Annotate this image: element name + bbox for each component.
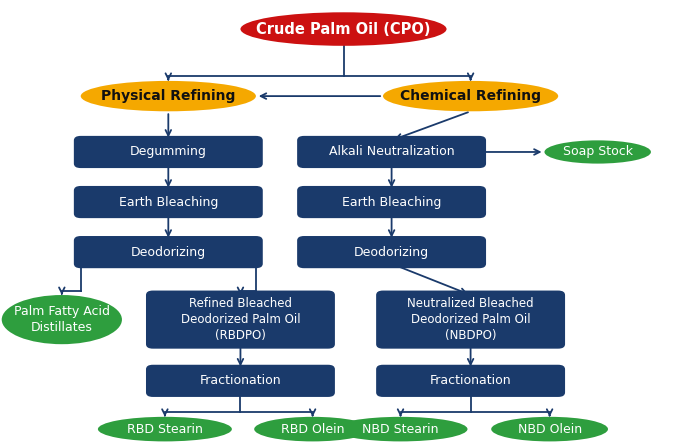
Text: NBD Olein: NBD Olein	[517, 422, 582, 436]
Ellipse shape	[383, 81, 558, 111]
FancyBboxPatch shape	[376, 291, 565, 349]
Text: Physical Refining: Physical Refining	[101, 89, 236, 103]
Text: Deodorizing: Deodorizing	[354, 245, 429, 259]
Text: Neutralized Bleached
Deodorized Palm Oil
(NBDPO): Neutralized Bleached Deodorized Palm Oil…	[407, 297, 534, 342]
Text: Fractionation: Fractionation	[430, 374, 511, 388]
Text: Deodorizing: Deodorizing	[131, 245, 206, 259]
Text: NBD Stearin: NBD Stearin	[362, 422, 439, 436]
Ellipse shape	[254, 417, 371, 442]
FancyBboxPatch shape	[297, 136, 486, 168]
Ellipse shape	[2, 295, 122, 344]
Ellipse shape	[81, 81, 256, 111]
Ellipse shape	[240, 12, 447, 46]
Text: Crude Palm Oil (CPO): Crude Palm Oil (CPO)	[256, 21, 431, 37]
FancyBboxPatch shape	[376, 365, 565, 397]
Text: Soap Stock: Soap Stock	[563, 145, 633, 159]
FancyBboxPatch shape	[74, 136, 263, 168]
Text: Earth Bleaching: Earth Bleaching	[119, 195, 218, 209]
Ellipse shape	[491, 417, 608, 442]
FancyBboxPatch shape	[146, 291, 335, 349]
FancyBboxPatch shape	[297, 236, 486, 268]
Text: Refined Bleached
Deodorized Palm Oil
(RBDPO): Refined Bleached Deodorized Palm Oil (RB…	[181, 297, 300, 342]
Text: Fractionation: Fractionation	[200, 374, 281, 388]
FancyBboxPatch shape	[297, 186, 486, 218]
FancyBboxPatch shape	[74, 186, 263, 218]
Text: Earth Bleaching: Earth Bleaching	[342, 195, 441, 209]
FancyBboxPatch shape	[74, 236, 263, 268]
Ellipse shape	[98, 417, 232, 442]
Text: RBD Stearin: RBD Stearin	[127, 422, 203, 436]
FancyBboxPatch shape	[146, 365, 335, 397]
Text: Chemical Refining: Chemical Refining	[400, 89, 541, 103]
Text: RBD Olein: RBD Olein	[281, 422, 344, 436]
Ellipse shape	[333, 417, 467, 442]
Text: Degumming: Degumming	[130, 145, 207, 159]
Text: Palm Fatty Acid
Distillates: Palm Fatty Acid Distillates	[14, 305, 110, 334]
Ellipse shape	[544, 140, 651, 164]
Text: Alkali Neutralization: Alkali Neutralization	[329, 145, 454, 159]
